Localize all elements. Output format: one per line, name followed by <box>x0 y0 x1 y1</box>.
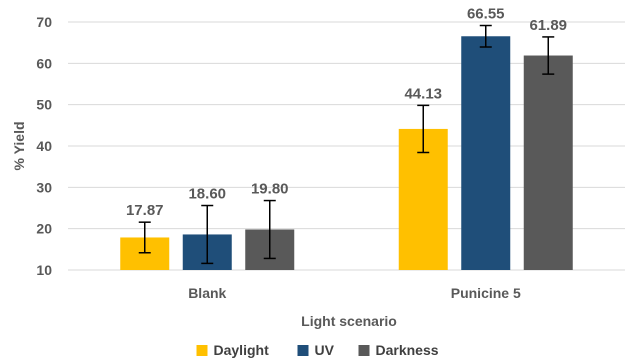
x-category-label: Blank <box>188 285 226 301</box>
data-label: 18.60 <box>188 186 226 203</box>
error-bar <box>201 204 214 265</box>
y-tick-label: 30 <box>36 179 52 195</box>
x-axis-category-labels: Blank Punicine 5 <box>188 285 521 301</box>
y-axis-tick-labels: 10 20 30 40 50 60 70 <box>36 14 52 278</box>
bar-uv-punicine-5 <box>461 36 511 271</box>
legend-label: Darkness <box>376 342 439 358</box>
data-label: 19.80 <box>251 181 289 198</box>
legend-item-uv: UV <box>297 342 335 358</box>
error-bar <box>263 199 276 260</box>
data-label: 17.87 <box>126 202 164 219</box>
legend-swatch <box>358 345 370 356</box>
y-tick-label: 50 <box>36 97 52 113</box>
legend-item-daylight: Daylight <box>196 342 270 358</box>
legend-swatch <box>297 345 309 356</box>
bar-darkness-punicine-5 <box>523 55 573 270</box>
y-tick-label: 60 <box>36 55 52 71</box>
data-label: 66.55 <box>467 6 505 23</box>
gridlines <box>68 21 625 271</box>
x-category-label: Punicine 5 <box>451 285 521 301</box>
error-bar <box>479 24 492 48</box>
error-bars <box>138 24 555 265</box>
error-bar <box>417 104 430 154</box>
y-tick-label: 70 <box>36 14 52 30</box>
error-bar <box>542 36 555 75</box>
legend-label: UV <box>315 342 335 358</box>
data-labels: 17.87 18.60 19.80 44.13 66.55 61.89 <box>126 6 567 220</box>
legend-item-darkness: Darkness <box>358 342 439 358</box>
data-label: 44.13 <box>404 85 442 102</box>
y-tick-label: 40 <box>36 138 52 154</box>
legend: Daylight UV Darkness <box>196 342 439 358</box>
y-tick-label: 20 <box>36 221 52 237</box>
data-label: 61.89 <box>529 17 567 34</box>
y-tick-label: 10 <box>36 262 52 278</box>
legend-swatch <box>196 345 208 356</box>
y-axis-title: % Yield <box>11 121 27 170</box>
x-axis-title: Light scenario <box>301 313 397 329</box>
legend-label: Daylight <box>214 342 270 358</box>
bars <box>120 36 573 271</box>
error-bar <box>138 221 151 254</box>
